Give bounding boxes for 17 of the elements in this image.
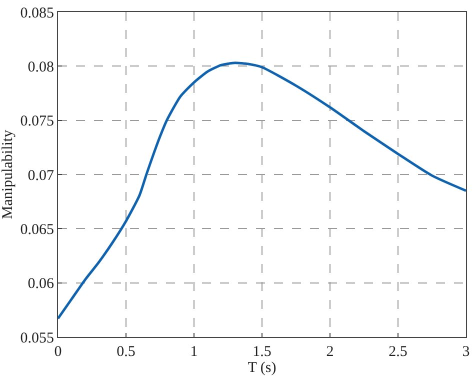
y-tick-label: 0.065: [20, 222, 54, 238]
y-tick-label: 0.08: [28, 59, 54, 76]
y-tick-label: 0.06: [28, 276, 54, 292]
x-tick-label: 2: [326, 344, 334, 360]
y-axis-title: Manipulability: [0, 129, 16, 220]
x-tick-label: 3: [462, 344, 470, 360]
x-tick-label: 1: [190, 344, 198, 360]
x-tick-label: 2.5: [388, 344, 408, 360]
x-axis-title: T (s): [248, 360, 276, 376]
x-tick-label: 1.5: [252, 344, 272, 360]
x-tick-label: 0: [54, 344, 62, 360]
y-tick-label: 0.055: [20, 330, 54, 346]
y-tick-label: 0.07: [28, 168, 54, 184]
y-tick-label: 0.075: [20, 114, 54, 130]
line-series: [58, 62, 466, 320]
y-tick-label: 0.085: [20, 5, 54, 22]
x-tick-label: 0.5: [116, 344, 136, 360]
